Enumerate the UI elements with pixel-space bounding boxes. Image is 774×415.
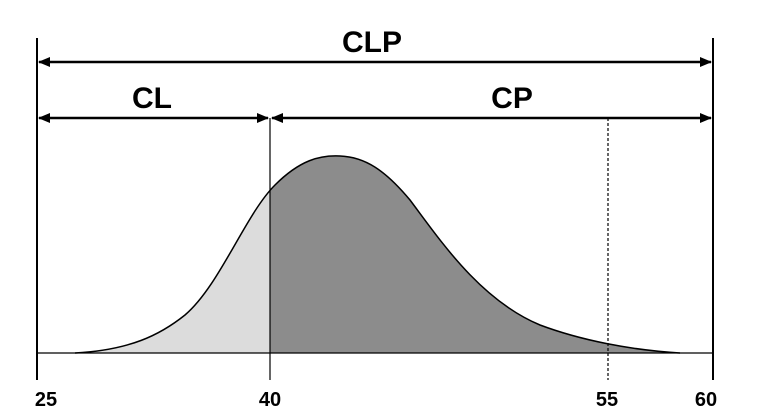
total-label: CLP <box>342 26 402 59</box>
tick-label: 25 <box>35 389 57 411</box>
tick-label: 55 <box>596 389 618 411</box>
curve <box>74 155 681 354</box>
curve-left-fill <box>75 190 270 353</box>
left-label: CL <box>132 82 172 115</box>
tick-label: 40 <box>259 389 281 411</box>
right-label: CP <box>491 82 533 115</box>
curve-outline <box>74 155 681 354</box>
curve-right-fill <box>270 155 680 353</box>
tick-label: 60 <box>695 389 717 411</box>
